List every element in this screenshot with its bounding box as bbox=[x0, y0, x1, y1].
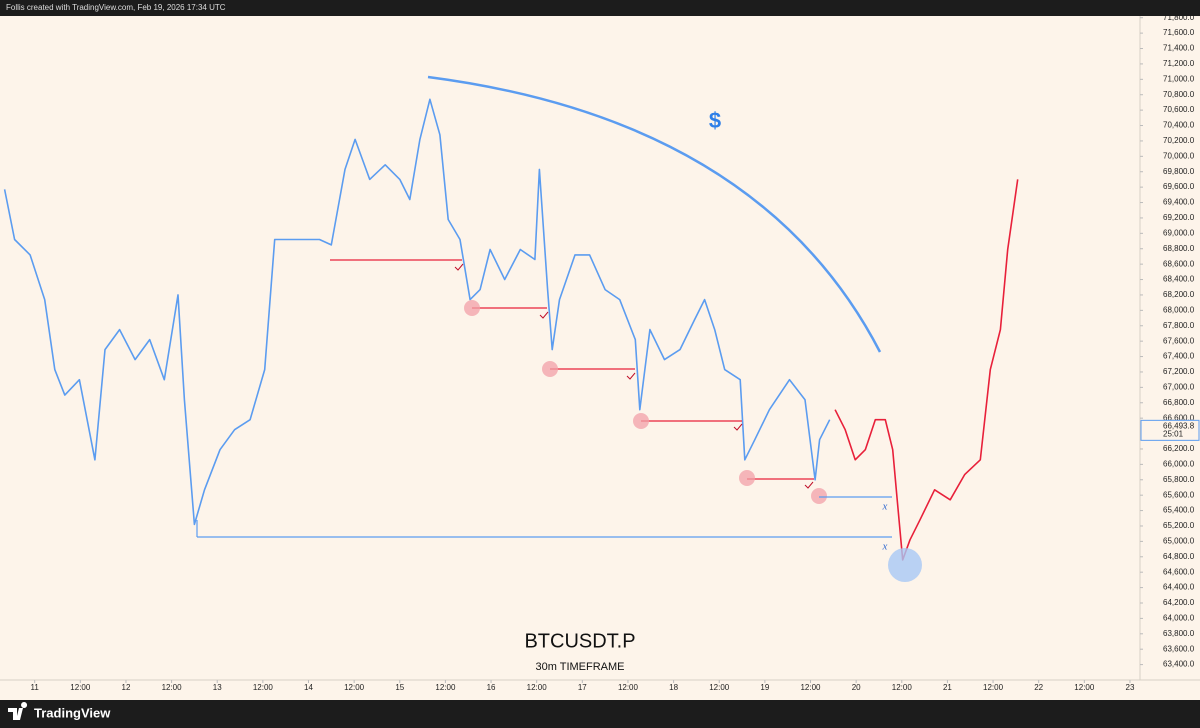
x-tick-label: 12:00 bbox=[435, 683, 456, 692]
y-tick-label: 67,200.0 bbox=[1163, 367, 1195, 376]
x-tick-label: 18 bbox=[669, 683, 678, 692]
last-price-label: 66,493.8 bbox=[1163, 421, 1195, 430]
target-circle bbox=[888, 548, 922, 582]
y-tick-label: 65,400.0 bbox=[1163, 506, 1195, 515]
x-tick-label: 12:00 bbox=[709, 683, 730, 692]
x-tick-label: 12:00 bbox=[800, 683, 821, 692]
y-tick-label: 69,800.0 bbox=[1163, 167, 1195, 176]
sweep-circle bbox=[464, 300, 480, 316]
x-tick-label: 23 bbox=[1126, 683, 1135, 692]
sweep-circle bbox=[739, 470, 755, 486]
y-tick-label: 69,200.0 bbox=[1163, 213, 1195, 222]
x-annotation: x bbox=[882, 501, 888, 513]
check-marks bbox=[454, 263, 814, 489]
y-tick-label: 64,800.0 bbox=[1163, 552, 1195, 561]
x-tick-label: 12:00 bbox=[1074, 683, 1095, 692]
x-tick-label: 12:00 bbox=[892, 683, 913, 692]
x-tick-label: 17 bbox=[578, 683, 587, 692]
y-tick-label: 67,600.0 bbox=[1163, 336, 1195, 345]
plot-area bbox=[3, 98, 1019, 561]
x-tick-label: 12:00 bbox=[344, 683, 365, 692]
y-tick-label: 63,600.0 bbox=[1163, 644, 1195, 653]
y-tick-label: 69,400.0 bbox=[1163, 198, 1195, 207]
dollar-annotation: $ bbox=[709, 108, 721, 133]
y-tick-label: 66,600.0 bbox=[1163, 413, 1195, 422]
x-tick-label: 12 bbox=[122, 683, 131, 692]
y-tick-label: 64,600.0 bbox=[1163, 567, 1195, 576]
y-tick-label: 70,600.0 bbox=[1163, 105, 1195, 114]
x-tick-label: 14 bbox=[304, 683, 313, 692]
y-tick-label: 67,000.0 bbox=[1163, 382, 1195, 391]
y-tick-label: 66,000.0 bbox=[1163, 459, 1195, 468]
y-tick-label: 65,200.0 bbox=[1163, 521, 1195, 530]
y-tick-label: 67,800.0 bbox=[1163, 321, 1195, 330]
y-tick-label: 65,000.0 bbox=[1163, 536, 1195, 545]
bottom-bar bbox=[0, 700, 1200, 728]
y-tick-label: 66,200.0 bbox=[1163, 444, 1195, 453]
x-tick-label: 12:00 bbox=[527, 683, 548, 692]
x-tick-label: 12:00 bbox=[162, 683, 183, 692]
y-tick-label: 70,800.0 bbox=[1163, 90, 1195, 99]
y-tick-label: 66,800.0 bbox=[1163, 398, 1195, 407]
x-tick-label: 21 bbox=[943, 683, 952, 692]
x-tick-label: 12:00 bbox=[983, 683, 1004, 692]
brand-name: TradingView bbox=[34, 705, 111, 720]
x-tick-label: 13 bbox=[213, 683, 222, 692]
x-tick-label: 15 bbox=[395, 683, 404, 692]
x-tick-label: 20 bbox=[852, 683, 861, 692]
y-tick-label: 70,400.0 bbox=[1163, 121, 1195, 130]
y-tick-label: 69,000.0 bbox=[1163, 228, 1195, 237]
y-tick-label: 64,400.0 bbox=[1163, 583, 1195, 592]
y-tick-label: 69,600.0 bbox=[1163, 182, 1195, 191]
y-tick-label: 71,200.0 bbox=[1163, 59, 1195, 68]
y-tick-label: 65,800.0 bbox=[1163, 475, 1195, 484]
last-price-box bbox=[1140, 419, 1200, 441]
y-tick-label: 63,800.0 bbox=[1163, 629, 1195, 638]
y-tick-label: 70,200.0 bbox=[1163, 136, 1195, 145]
x-tick-label: 11 bbox=[31, 683, 40, 692]
y-tick-label: 67,400.0 bbox=[1163, 352, 1195, 361]
brand-logo bbox=[8, 702, 28, 720]
y-tick-label: 63,400.0 bbox=[1163, 660, 1195, 669]
y-tick-label: 64,200.0 bbox=[1163, 598, 1195, 607]
y-tick-label: 68,800.0 bbox=[1163, 244, 1195, 253]
chart-subtitle: 30m TIMEFRAME bbox=[535, 661, 624, 673]
x-tick-label: 12:00 bbox=[618, 683, 639, 692]
y-tick-label: 68,600.0 bbox=[1163, 259, 1195, 268]
y-tick-label: 68,400.0 bbox=[1163, 275, 1195, 284]
x-annotation: x bbox=[882, 541, 888, 553]
countdown-label: 25:01 bbox=[1163, 429, 1184, 438]
sweep-circle bbox=[633, 413, 649, 429]
x-tick-label: 12:00 bbox=[253, 683, 274, 692]
y-tick-label: 68,200.0 bbox=[1163, 290, 1195, 299]
x-tick-label: 19 bbox=[760, 683, 769, 692]
x-tick-label: 22 bbox=[1034, 683, 1043, 692]
drawings bbox=[196, 75, 922, 582]
y-tick-label: 70,000.0 bbox=[1163, 151, 1195, 160]
price-line bbox=[834, 179, 1019, 561]
top-bar bbox=[0, 0, 1200, 16]
axes: 63,400.0 63,600.0 63,800.0 64,000.0 64,200.0… bbox=[31, 13, 1200, 692]
y-tick-label: 71,600.0 bbox=[1163, 28, 1195, 37]
x-tick-label: 16 bbox=[487, 683, 496, 692]
y-tick-label: 68,000.0 bbox=[1163, 305, 1195, 314]
arc-drawing bbox=[427, 75, 882, 353]
chart-title: BTCUSDT.P bbox=[524, 630, 635, 652]
y-tick-label: 71,000.0 bbox=[1163, 74, 1195, 83]
y-tick-label: 71,800.0 bbox=[1163, 13, 1195, 22]
y-tick-label: 64,000.0 bbox=[1163, 614, 1195, 623]
price-line bbox=[3, 98, 831, 526]
sweep-circle bbox=[542, 361, 558, 377]
x-tick-label: 12:00 bbox=[70, 683, 91, 692]
y-tick-label: 71,400.0 bbox=[1163, 44, 1195, 53]
sweep-circle bbox=[811, 488, 827, 504]
header-text: Follis created with TradingView.com, Feb… bbox=[6, 3, 226, 12]
y-tick-label: 65,600.0 bbox=[1163, 490, 1195, 499]
